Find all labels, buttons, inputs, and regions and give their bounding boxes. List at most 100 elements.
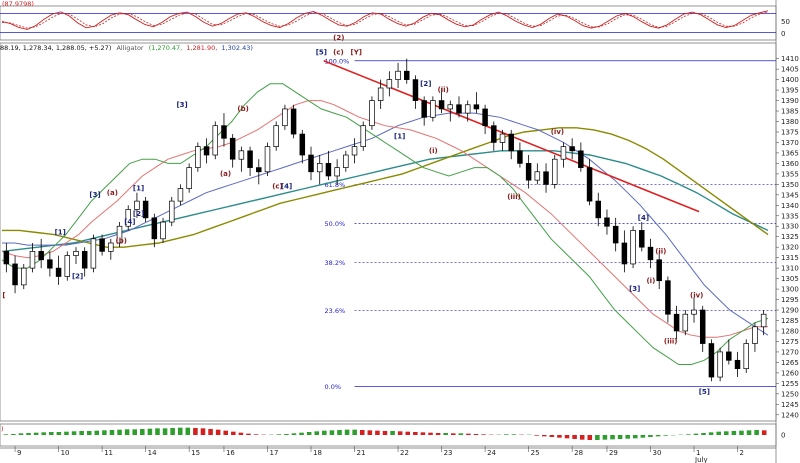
fib-level-label: 23.6%: [325, 307, 346, 315]
price-tick-label: 1400: [781, 76, 799, 84]
candle-body: [639, 230, 645, 248]
candle-body: [456, 104, 462, 114]
wave-label: (iv): [690, 291, 703, 299]
osc-header: ): [1, 425, 4, 433]
candle-body: [412, 79, 419, 101]
wave-label: [3]: [176, 101, 187, 109]
candle-body: [229, 137, 236, 160]
candle-body: [647, 246, 654, 261]
wave-label: [4]: [638, 214, 649, 222]
candle-body: [369, 100, 375, 127]
indicator-name: Alligator: [116, 44, 143, 52]
candle-body: [665, 280, 671, 315]
candle-body: [290, 108, 297, 135]
wave-label: (a): [107, 189, 118, 197]
stoch-k-line: [1, 10, 769, 30]
wave-label: [1]: [394, 132, 405, 140]
candle-body: [55, 267, 62, 277]
candle-body: [186, 167, 192, 189]
wave-label: [1]: [55, 229, 66, 237]
wave-label: [1]: [133, 185, 144, 193]
candle-body: [168, 200, 175, 223]
candle-body: [238, 150, 245, 160]
date-tick-label: 21: [357, 449, 366, 457]
price-tick-label: 1245: [781, 401, 799, 409]
candle-body: [604, 217, 610, 227]
alligator-lips-line: [1, 83, 769, 365]
wave-label: (i): [646, 277, 655, 285]
wave-label: [2]: [133, 210, 144, 218]
candle-body: [752, 326, 758, 344]
candle-body: [116, 225, 123, 244]
date-tick-label: 14: [148, 449, 157, 457]
date-tick-label: 15: [191, 449, 200, 457]
price-tick-label: 1290: [781, 307, 799, 315]
date-tick-label: 22: [400, 449, 409, 457]
candle-body: [247, 150, 253, 168]
price-tick-label: 1365: [781, 149, 799, 157]
fib-level-label: 0.0%: [325, 383, 342, 391]
price-tick-label: 1375: [781, 128, 799, 136]
ma-teal-line: [1, 150, 769, 253]
candle-body: [29, 251, 36, 269]
wave-label: (c): [333, 48, 344, 56]
candle-body: [203, 146, 210, 156]
candle-body: [395, 70, 401, 80]
price-tick-label: 1275: [781, 338, 799, 346]
candle-body: [316, 163, 323, 173]
date-tick-label: 17: [269, 449, 278, 457]
ma-olive-line: [2, 127, 769, 248]
wave-label: (c): [272, 183, 283, 191]
price-tick-label: 1250: [781, 390, 799, 398]
price-tick-label: 1360: [781, 160, 799, 168]
alligator-teeth-line: [1, 100, 768, 338]
candle-body: [47, 259, 53, 269]
price-tick-label: 1355: [781, 170, 799, 178]
price-tick-label: 1345: [781, 191, 799, 199]
candle-body: [630, 230, 636, 265]
price-header: 88.19, 1,278.34, 1,288.05, +5.27) Alliga…: [0, 44, 253, 52]
candle-body: [499, 133, 506, 143]
price-tick-label: 1240: [781, 411, 799, 419]
date-tick-label: 1: [696, 449, 700, 457]
date-tick-label: 28: [574, 449, 583, 457]
price-tick-label: 1320: [781, 244, 799, 252]
price-tick-label: 1280: [781, 327, 799, 335]
candle-body: [177, 188, 184, 202]
wave-label: [5]: [316, 48, 327, 56]
candle-body: [404, 70, 410, 80]
date-tick-label: 18: [313, 449, 322, 457]
wave-label: [2]: [420, 80, 431, 88]
candle-body: [151, 217, 158, 240]
candle-body: [299, 133, 306, 156]
candle-body: [264, 146, 271, 173]
ohlc-values: 88.19, 1,278.34, 1,288.05, +5.27): [0, 44, 111, 52]
candle-body: [656, 259, 662, 282]
candle-body: [595, 200, 602, 219]
candle-body: [708, 343, 715, 378]
wave-label: (i): [429, 147, 438, 155]
wave-label: [5]: [699, 388, 710, 396]
candle-body: [421, 100, 427, 118]
price-tick-label: 1390: [781, 97, 799, 105]
price-tick-label: 1255: [781, 380, 799, 388]
candle-body: [195, 146, 201, 168]
price-tick-label: 1315: [781, 254, 799, 262]
wave-label: (iv): [551, 128, 564, 136]
wave-label: [3]: [629, 285, 640, 293]
candle-body: [726, 351, 732, 361]
candle-body: [534, 171, 541, 181]
candle-body: [160, 221, 166, 240]
alligator-lips-value: 1,302.43): [221, 44, 252, 52]
candle-body: [64, 255, 71, 277]
price-tick-label: 1380: [781, 118, 799, 126]
date-tick-label: 30: [652, 449, 661, 457]
wave-label: [2]: [72, 273, 83, 281]
candle-body: [578, 150, 584, 168]
wave-label: (ii): [655, 247, 666, 255]
candle-body: [3, 251, 10, 265]
candle-body: [38, 251, 44, 261]
candle-body: [673, 313, 680, 332]
price-tick-label: 1300: [781, 286, 799, 294]
